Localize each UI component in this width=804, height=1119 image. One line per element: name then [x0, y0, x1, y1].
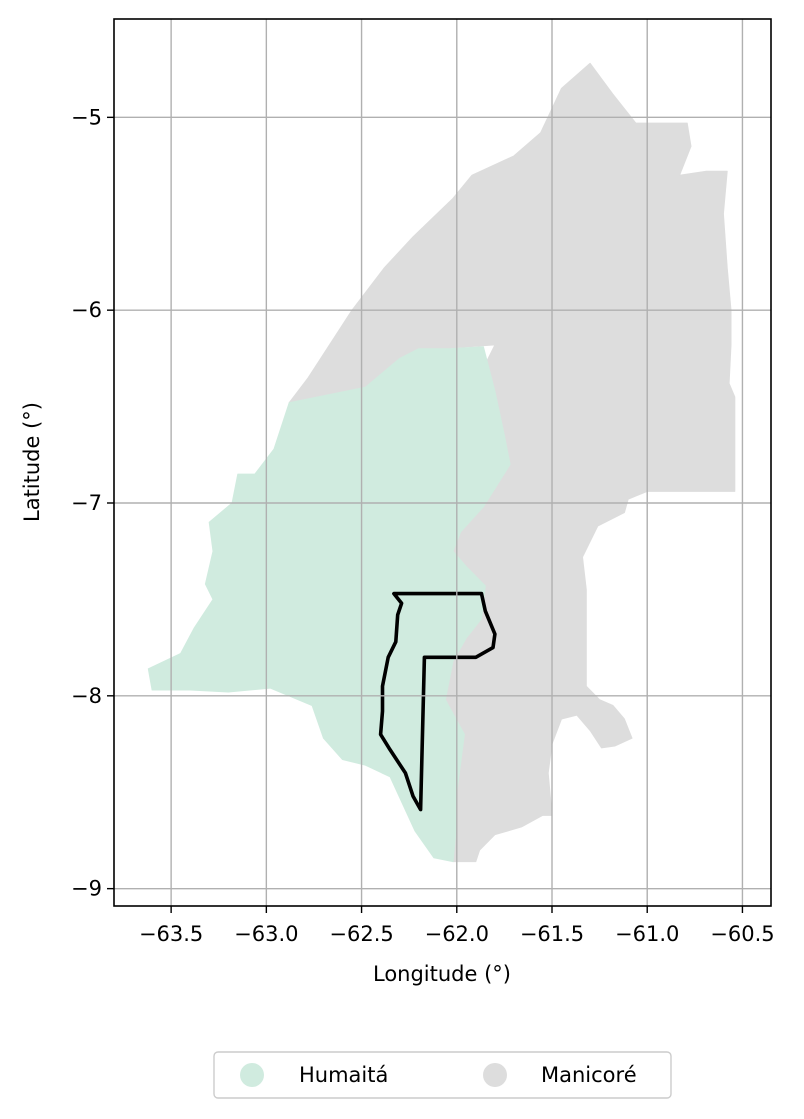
- x-tick-label: −63.5: [139, 922, 203, 946]
- legend-marker-manicore: [483, 1063, 507, 1087]
- plot-frame: [113, 18, 772, 907]
- y-axis-label: Latitude (°): [20, 402, 44, 522]
- x-tick-label: −61.0: [615, 922, 679, 946]
- legend-marker-humaita: [240, 1063, 264, 1087]
- y-tick-label: −7: [71, 491, 102, 515]
- axis-ticks: −63.5 −63.0 −62.5 −62.0 −61.5 −61.0 −60.5 −5 −6 −…: [71, 105, 775, 946]
- legend-frame: [213, 1051, 672, 1099]
- y-tick-label: −8: [71, 684, 102, 708]
- x-axis-label: Longitude (°): [373, 962, 511, 986]
- x-tick-label: −61.5: [520, 922, 584, 946]
- legend: Humaitá Manicoré: [213, 1051, 672, 1099]
- y-tick-label: −9: [71, 877, 102, 901]
- gridlines: [114, 19, 771, 906]
- legend-label-manicore: Manicoré: [541, 1063, 637, 1087]
- legend-label-humaita: Humaitá: [299, 1063, 388, 1087]
- x-tick-label: −62.0: [425, 922, 489, 946]
- y-tick-label: −6: [71, 298, 102, 322]
- highlighted-area-outline: [378, 591, 497, 812]
- x-tick-label: −62.5: [329, 922, 393, 946]
- x-tick-label: −60.5: [710, 922, 774, 946]
- y-tick-label: −5: [71, 105, 102, 129]
- x-tick-label: −63.0: [234, 922, 298, 946]
- map-outline: [378, 591, 497, 812]
- map-regions: [147, 62, 736, 863]
